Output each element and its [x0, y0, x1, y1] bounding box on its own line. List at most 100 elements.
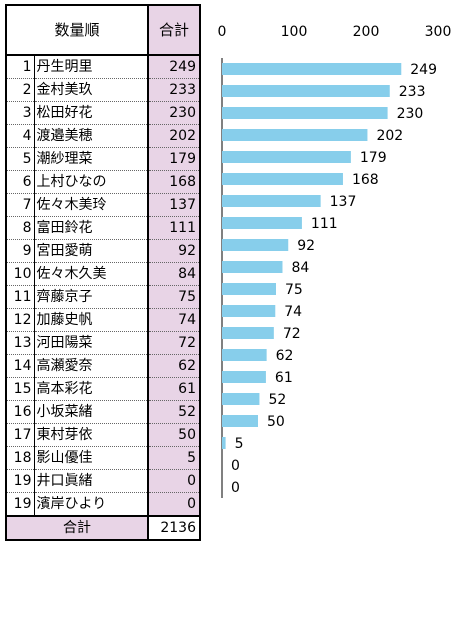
row-rank: 19 — [5, 492, 34, 517]
row-rank: 15 — [5, 377, 34, 401]
row-name: 井口眞緒 — [33, 469, 149, 493]
row-name: 齊藤京子 — [33, 285, 149, 309]
row-value: 202 — [148, 124, 201, 148]
row-name: 高本彩花 — [33, 377, 149, 401]
table-row: 16 小坂菜緒 52 — [5, 400, 201, 424]
bar — [222, 85, 390, 97]
footer-label: 合計 — [5, 515, 149, 541]
table-row: 13 河田陽菜 72 — [5, 331, 201, 355]
table-row: 14 高瀬愛奈 62 — [5, 354, 201, 378]
row-value: 52 — [148, 400, 201, 424]
x-tick-label: 200 — [353, 24, 380, 40]
data-label: 84 — [291, 260, 309, 276]
row-name: 松田好花 — [33, 101, 149, 125]
table-header-row: 数量順 合計 — [5, 4, 201, 56]
x-tick-label: 100 — [281, 24, 308, 40]
data-label: 249 — [410, 62, 437, 78]
row-name: 東村芽依 — [33, 423, 149, 447]
x-tick-label: 300 — [425, 24, 452, 40]
row-value: 75 — [148, 285, 201, 309]
data-label: 50 — [267, 414, 285, 430]
data-label: 0 — [231, 458, 240, 474]
data-label: 168 — [352, 172, 379, 188]
row-name: 濱岸ひより — [33, 492, 149, 517]
data-label: 72 — [283, 326, 301, 342]
bar — [222, 239, 289, 251]
bar — [222, 107, 388, 119]
footer-total: 2136 — [148, 515, 201, 541]
row-name: 小坂菜緒 — [33, 400, 149, 424]
bar — [222, 151, 351, 163]
table-row: 2 金村美玖 233 — [5, 78, 201, 102]
row-value: 137 — [148, 193, 201, 217]
header-title: 数量順 — [5, 4, 149, 56]
row-name: 渡邉美穂 — [33, 124, 149, 148]
data-label: 75 — [285, 282, 303, 298]
table-row: 19 井口眞緒 0 — [5, 469, 201, 493]
row-rank: 19 — [5, 469, 34, 493]
row-value: 179 — [148, 147, 201, 171]
table-row: 1 丹生明里 249 — [5, 55, 201, 79]
row-name: 金村美玖 — [33, 78, 149, 102]
row-value: 230 — [148, 101, 201, 125]
x-tick-label: 0 — [218, 24, 227, 40]
table-row: 8 富田鈴花 111 — [5, 216, 201, 240]
data-label: 179 — [360, 150, 387, 166]
row-rank: 8 — [5, 216, 34, 240]
row-value: 0 — [148, 492, 201, 517]
bar — [222, 261, 283, 273]
table-footer-row: 合計 2136 — [5, 515, 201, 541]
row-rank: 10 — [5, 262, 34, 286]
bar — [222, 217, 302, 229]
table-row: 15 高本彩花 61 — [5, 377, 201, 401]
row-value: 5 — [148, 446, 201, 470]
data-label: 137 — [330, 194, 357, 210]
table-row: 19 濱岸ひより 0 — [5, 492, 201, 517]
row-value: 62 — [148, 354, 201, 378]
ranking-table: 数量順 合計 1 丹生明里 249 2 金村美玖 233 3 松田好花 230 4 渡邉美穂 202 5… — [5, 4, 201, 541]
table-row: 10 佐々木久美 84 — [5, 262, 201, 286]
row-value: 111 — [148, 216, 201, 240]
row-name: 影山優佳 — [33, 446, 149, 470]
row-value: 61 — [148, 377, 201, 401]
row-value: 233 — [148, 78, 201, 102]
bar — [222, 305, 276, 317]
table-row: 12 加藤史帆 74 — [5, 308, 201, 332]
table-row: 18 影山優佳 5 — [5, 446, 201, 470]
table-row: 7 佐々木美玲 137 — [5, 193, 201, 217]
data-label: 61 — [275, 370, 293, 386]
row-name: 富田鈴花 — [33, 216, 149, 240]
row-name: 丹生明里 — [33, 55, 149, 79]
bar — [222, 63, 402, 75]
data-label: 230 — [397, 106, 424, 122]
bar — [222, 173, 343, 185]
row-value: 92 — [148, 239, 201, 263]
data-label: 0 — [231, 480, 240, 496]
table-row: 9 宮田愛萌 92 — [5, 239, 201, 263]
row-rank: 5 — [5, 147, 34, 171]
data-label: 52 — [268, 392, 286, 408]
bar — [222, 415, 258, 427]
data-label: 5 — [235, 436, 244, 452]
row-name: 上村ひなの — [33, 170, 149, 194]
bar — [222, 393, 260, 405]
bar — [222, 371, 266, 383]
row-value: 72 — [148, 331, 201, 355]
row-name: 河田陽菜 — [33, 331, 149, 355]
data-label: 202 — [376, 128, 403, 144]
header-total: 合計 — [148, 4, 201, 56]
table-row: 4 渡邉美穂 202 — [5, 124, 201, 148]
data-label: 74 — [284, 304, 302, 320]
row-value: 0 — [148, 469, 201, 493]
row-name: 加藤史帆 — [33, 308, 149, 332]
bar — [222, 437, 226, 449]
row-rank: 13 — [5, 331, 34, 355]
row-rank: 2 — [5, 78, 34, 102]
row-name: 佐々木久美 — [33, 262, 149, 286]
data-label: 111 — [311, 216, 338, 232]
row-value: 249 — [148, 55, 201, 79]
bar — [222, 327, 274, 339]
row-rank: 1 — [5, 55, 34, 79]
bar — [222, 349, 267, 361]
